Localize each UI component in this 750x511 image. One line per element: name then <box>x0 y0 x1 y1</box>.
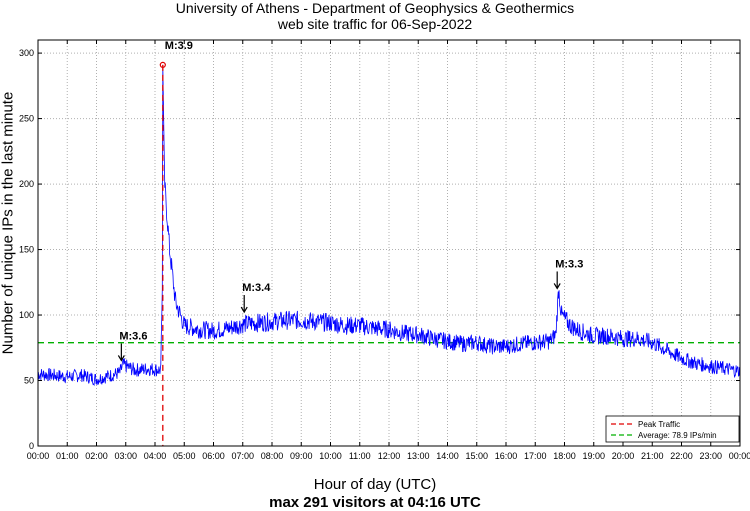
x-tick-label: 08:00 <box>261 451 284 461</box>
x-tick-label: 20:00 <box>612 451 635 461</box>
x-tick-label: 12:00 <box>378 451 401 461</box>
x-tick-label: 03:00 <box>114 451 137 461</box>
x-tick-label: 21:00 <box>641 451 664 461</box>
peak-summary: max 291 visitors at 04:16 UTC <box>269 494 481 511</box>
arrow-head <box>553 283 561 290</box>
peak-marker <box>159 61 166 68</box>
x-tick-label: 19:00 <box>582 451 605 461</box>
annotation-label: M:3.6 <box>119 330 147 342</box>
legend: Peak Traffic Average: 78.9 IPs/min <box>605 415 740 443</box>
x-tick-label: 13:00 <box>407 451 430 461</box>
traffic-series-line <box>37 64 741 387</box>
annotation-arrow <box>117 343 125 362</box>
x-tick-label: 14:00 <box>436 451 459 461</box>
plot-area <box>38 40 740 446</box>
annotation-arrow <box>240 295 248 314</box>
x-tick-label: 18:00 <box>553 451 576 461</box>
chart-title: University of Athens - Department of Geo… <box>175 0 575 16</box>
y-tick-label: 150 <box>19 245 34 255</box>
x-tick-label: 01:00 <box>56 451 79 461</box>
x-tick-label: 22:00 <box>670 451 693 461</box>
x-tick-label: 16:00 <box>495 451 518 461</box>
x-tick-label: 06:00 <box>202 451 225 461</box>
legend-label: Average: 78.9 IPs/min <box>638 431 717 440</box>
x-tick-label: 09:00 <box>290 451 313 461</box>
legend-box <box>605 415 740 443</box>
x-tick-label: 00:00 <box>27 451 50 461</box>
arrow-head <box>240 306 248 314</box>
x-tick-label: 17:00 <box>524 451 547 461</box>
x-tick-label: 07:00 <box>231 451 254 461</box>
annotation-arrow <box>553 271 561 290</box>
x-tick-label: 15:00 <box>465 451 488 461</box>
y-tick-label: 300 <box>19 48 34 58</box>
y-tick-label: 50 <box>24 376 34 386</box>
x-tick-label: 00:00 <box>729 451 750 461</box>
annotation-label: M:3.3 <box>555 258 583 270</box>
y-tick-label: 250 <box>19 114 34 124</box>
x-tick-label: 11:00 <box>349 451 371 461</box>
y-tick-label: 0 <box>29 441 34 451</box>
chart-subtitle: web site traffic for 06-Sep-2022 <box>277 16 473 32</box>
arrow-head <box>117 355 125 362</box>
annotation-label: M:3.4 <box>242 282 271 294</box>
legend-label: Peak Traffic <box>638 420 680 429</box>
y-tick-label: 100 <box>19 310 34 320</box>
x-tick-label: 05:00 <box>173 451 196 461</box>
x-axis-label: Hour of day (UTC) <box>313 476 437 493</box>
y-tick-label: 200 <box>19 179 34 189</box>
x-tick-label: 02:00 <box>85 451 108 461</box>
x-tick-label: 04:00 <box>144 451 167 461</box>
x-tick-label: 10:00 <box>319 451 342 461</box>
x-tick-label: 23:00 <box>699 451 722 461</box>
annotation-label: M:3.9 <box>165 40 193 52</box>
